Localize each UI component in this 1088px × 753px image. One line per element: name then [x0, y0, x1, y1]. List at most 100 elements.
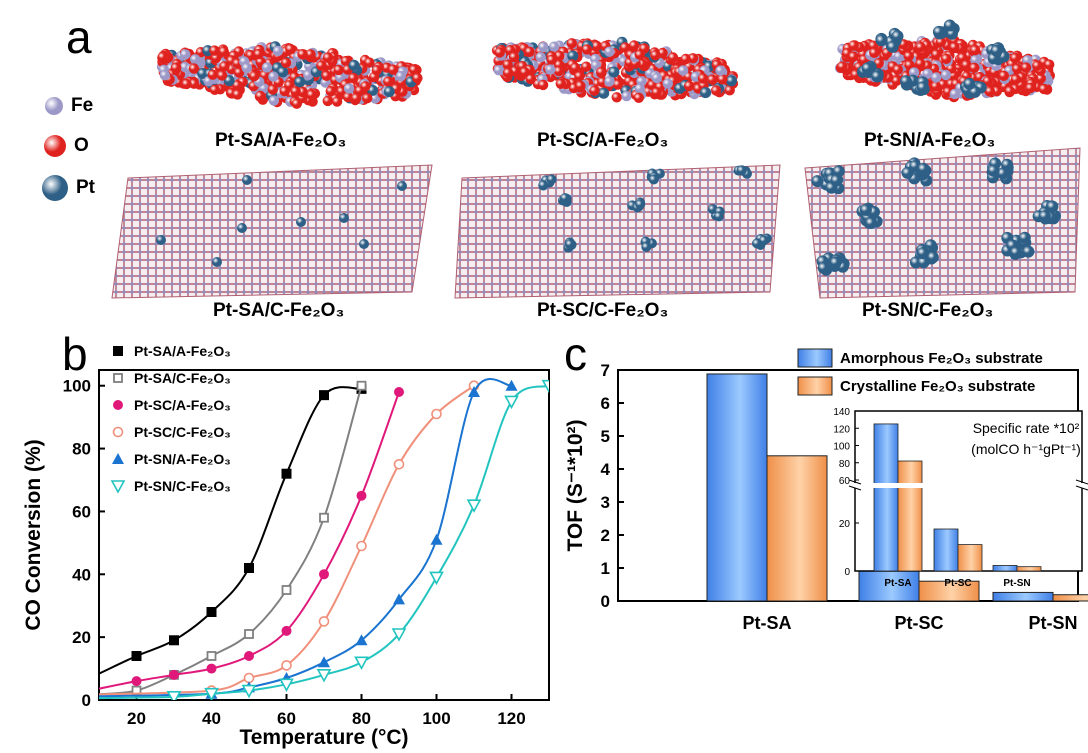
y-tick-label-2: 2 — [601, 526, 610, 545]
point-pt-sn-c-fe-o-90 — [391, 628, 407, 642]
legend: Pt-SA/A-Fe₂O₃ Pt-SA/C-Fe₂O₃ Pt-SC/A-Fe₂O₃ P… — [110, 343, 231, 494]
legend-marker-pt-sn-c-fe-o — [110, 480, 126, 494]
point-pt-sn-c-fe-o-130 — [541, 379, 549, 394]
atom-fe-label: Fe — [71, 95, 94, 116]
point-pt-sn-a-fe-o-90 — [393, 593, 405, 605]
panel-a-letter: a — [66, 11, 92, 63]
point-pt-sa-c-fe-o-70 — [319, 512, 329, 523]
crystalline-model-2 — [454, 164, 781, 299]
legend-label-pt-sc-c-fe-o: Pt-SC/C-Fe₂O₃ — [134, 424, 231, 440]
bar-pt-sc-amorphous — [858, 568, 920, 602]
point-pt-sn-c-fe-o-40 — [204, 687, 219, 700]
point-pt-sa-a-fe-o-20 — [131, 651, 142, 661]
legend-label-pt-sa-c-fe-o: Pt-SA/C-Fe₂O₃ — [134, 370, 231, 386]
y-tick-label-6: 6 — [601, 394, 610, 413]
inset-y-tick-label-60: 60 — [839, 476, 851, 487]
label-pt-sa-c-fe2o3: Pt-SA/C-Fe₂O₃ — [213, 300, 345, 321]
legend-label-pt-sn-a-fe-o: Pt-SN/A-Fe₂O₃ — [134, 451, 231, 467]
bar-pt-sa-crystalline — [766, 455, 828, 602]
plot-frame — [98, 369, 550, 701]
inset-bar-pt-sn-amorphous — [992, 565, 1018, 572]
inset-bar-pt-sc-amorphous — [933, 528, 959, 572]
point-pt-sa-a-fe-o-40 — [206, 607, 217, 617]
legend-label-amorphous-fe-o-substrate: Amorphous Fe₂O₃ substrate — [840, 350, 1043, 367]
bar-pt-sn-crystalline — [1052, 594, 1088, 602]
x-category-label-pt-sn: Pt-SN — [1029, 613, 1078, 633]
point-pt-sn-a-fe-o-120 — [505, 379, 518, 391]
legend-label-pt-sn-c-fe-o: Pt-SN/C-Fe₂O₃ — [134, 478, 231, 494]
y-tick-label-5: 5 — [601, 427, 610, 446]
point-pt-sc-c-fe-o-50 — [243, 672, 255, 684]
point-pt-sn-c-fe-o-80 — [354, 656, 369, 670]
inset-y-tick-label-20: 20 — [839, 519, 851, 530]
y-tick-label-40: 40 — [72, 565, 91, 584]
inset-y-tick-label-140: 140 — [833, 407, 850, 418]
point-pt-sa-a-fe-o-70 — [319, 390, 329, 401]
point-pt-sn-c-fe-o-100 — [429, 571, 444, 586]
atom-legend-fe: Fe — [45, 95, 93, 117]
point-pt-sc-a-fe-o-20 — [131, 676, 142, 687]
co-conversion-chart: b 20 40 60 80 100 120 0 20 40 60 80 100 Temperature (… — [22, 330, 550, 749]
point-pt-sa-c-fe-o-40 — [206, 651, 217, 661]
point-pt-sn-c-fe-o-30 — [166, 691, 182, 700]
legend-label-pt-sa-a-fe-o: Pt-SA/A-Fe₂O₃ — [134, 343, 231, 359]
inset-bar-pt-sa-amorphous — [873, 423, 899, 572]
amorphous-model-1 — [156, 41, 423, 109]
point-pt-sc-c-fe-o-90 — [393, 458, 405, 470]
series-pt-sn-c-fe-o — [99, 379, 549, 700]
x-tick-label-80: 80 — [352, 709, 371, 728]
point-pt-sn-a-fe-o-80 — [355, 634, 368, 646]
y-tick-label-0: 0 — [601, 592, 610, 611]
y-tick-label-3: 3 — [601, 493, 610, 512]
structure-models — [111, 19, 1081, 299]
x-tick-label-100: 100 — [422, 709, 450, 728]
point-pt-sc-c-fe-o-80 — [356, 540, 367, 552]
y-axis-label: TOF (S⁻¹*10²) — [564, 419, 587, 551]
panel-b-letter: b — [62, 330, 88, 380]
inset-break-mark — [848, 479, 862, 485]
legend-label-crystalline-fe-o-substrate: Crystalline Fe₂O₃ substrate — [840, 378, 1035, 395]
point-pt-sc-a-fe-o-90 — [394, 387, 404, 397]
inset-title: Specific rate *10² — [973, 420, 1080, 436]
point-pt-sn-c-fe-o-110 — [466, 499, 482, 513]
label-pt-sn-a-fe2o3: Pt-SN/A-Fe₂O₃ — [864, 130, 996, 151]
point-pt-sn-c-fe-o-120 — [504, 395, 519, 410]
atom-legend-pt: Pt — [42, 175, 95, 201]
series-pt-sc-a-fe-o — [99, 387, 404, 690]
legend-label-pt-sc-a-fe-o: Pt-SC/A-Fe₂O₃ — [134, 397, 231, 413]
y-tick-label-0: 0 — [82, 691, 91, 710]
x-category-label-pt-sc: Pt-SC — [895, 613, 944, 633]
label-pt-sn-c-fe2o3: Pt-SN/C-Fe₂O₃ — [862, 300, 994, 321]
amorphous-model-3 — [834, 19, 1056, 103]
legend-swatch-amorphous-fe-o-substrate — [797, 348, 833, 368]
point-pt-sa-c-fe-o-80 — [356, 380, 367, 391]
point-pt-sc-a-fe-o-40 — [206, 663, 217, 674]
atom-pt-sphere-icon — [42, 175, 68, 201]
point-pt-sn-c-fe-o-70 — [316, 669, 332, 683]
atom-legend-o: O — [44, 135, 89, 157]
legend-marker-pt-sn-a-fe-o — [112, 453, 124, 464]
y-tick-label-80: 80 — [72, 440, 91, 459]
point-pt-sn-a-fe-o-70 — [318, 656, 330, 668]
point-pt-sc-a-fe-o-50 — [244, 651, 254, 661]
atom-pt-label: Pt — [76, 177, 95, 198]
x-axis-label: Temperature (°C) — [239, 726, 408, 749]
x-tick-label-60: 60 — [277, 709, 296, 728]
point-pt-sa-c-fe-o-50 — [244, 629, 254, 639]
inset-axis-break — [849, 483, 1088, 488]
bar-pt-sc-crystalline — [918, 580, 980, 602]
tof-bar-chart: c 0 1 2 3 4 5 6 7 TOF (S⁻¹*10²) Pt-SA Pt-SC Pt-SN Amo… — [564, 330, 1088, 633]
legend-marker-pt-sa-c-fe-o — [113, 373, 123, 383]
inset-bar-pt-sa-crystalline — [897, 460, 923, 572]
point-pt-sn-a-fe-o-110 — [468, 386, 480, 397]
inset-y-tick-label-0: 0 — [844, 567, 850, 578]
point-pt-sn-c-fe-o-50 — [241, 684, 257, 699]
inset-y-tick-label-120: 120 — [833, 424, 850, 435]
y-tick-label-60: 60 — [72, 502, 91, 521]
fit-curve-pt-sa-a-fe-o — [99, 386, 362, 675]
atom-o-label: O — [74, 135, 89, 156]
point-pt-sc-c-fe-o-60 — [281, 660, 292, 671]
y-tick-label-7: 7 — [601, 361, 610, 380]
label-pt-sa-a-fe2o3: Pt-SA/A-Fe₂O₃ — [215, 130, 347, 151]
inset-bar-pt-sc-crystalline — [957, 544, 983, 572]
